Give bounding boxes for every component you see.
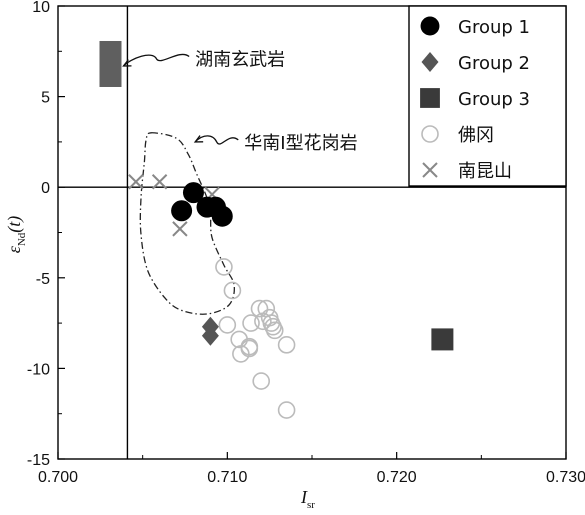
y-tick-label-5: 10 xyxy=(32,0,50,16)
y-axis-title-sub: Nd xyxy=(16,232,28,246)
point-series3-1 xyxy=(223,281,242,300)
legend-label-0: Group 1 xyxy=(458,17,530,38)
point-series3-6 xyxy=(240,339,259,358)
legend-label-4: 南昆山 xyxy=(458,161,512,182)
point-series0-1 xyxy=(182,182,204,204)
x-tick-label-1: 0.710 xyxy=(207,469,247,486)
y-tick-label-0: -15 xyxy=(27,452,50,469)
y-tick-label-1: -10 xyxy=(27,361,50,378)
data-points-layer xyxy=(99,40,454,419)
x-axis-title-sub: sr xyxy=(307,499,315,511)
region-outline xyxy=(139,132,235,315)
y-tick-label-2: -5 xyxy=(36,271,50,288)
point-series0-0 xyxy=(171,200,193,222)
region-layer xyxy=(139,132,235,315)
point-series3-16 xyxy=(277,336,296,354)
annotation-arrowhead-1 xyxy=(193,135,204,143)
legend-marker-2 xyxy=(420,88,440,108)
legend-label-2: Group 3 xyxy=(458,89,530,110)
point-series4-2-stroke-b xyxy=(172,221,188,237)
legend-label-3: 佛冈 xyxy=(458,125,494,146)
point-series3-8 xyxy=(250,299,269,318)
point-series4-2 xyxy=(172,221,188,237)
point-series3-15 xyxy=(252,372,271,390)
annotation-label-0: 湖南玄武岩 xyxy=(195,50,285,71)
legend-marker-4-stroke-b xyxy=(422,162,438,178)
annotation-arrowhead-0 xyxy=(122,59,132,67)
legend-marker-0 xyxy=(420,16,440,36)
point-series4-1-stroke-b xyxy=(151,174,168,190)
point-series2-1 xyxy=(431,328,454,351)
point-series2-0 xyxy=(99,40,122,87)
legend-label-1: Group 2 xyxy=(458,53,530,74)
y-tick-label-4: 5 xyxy=(41,90,50,107)
point-series0-4 xyxy=(211,205,233,227)
axes-layer: 0.700 0.710 0.720 0.730 -15 -10 -5 0 5 10 Isr εNd(t… xyxy=(4,0,585,511)
legend-marker-4 xyxy=(422,162,438,178)
point-series3-14 xyxy=(264,317,282,336)
point-series4-0-stroke-b xyxy=(128,174,144,190)
annotation-leader-1 xyxy=(194,135,239,145)
y-axis-title: εNd(t) xyxy=(4,216,28,254)
point-series4-0 xyxy=(128,174,144,190)
point-series3-7 xyxy=(242,314,260,332)
point-series4-1 xyxy=(151,174,168,190)
x-tick-label-3: 0.730 xyxy=(546,469,585,486)
y-axis-title-tail: (t) xyxy=(4,216,25,233)
point-series3-17 xyxy=(277,401,296,419)
annotation-leader-0 xyxy=(123,53,190,67)
legend-marker-1 xyxy=(421,52,439,72)
y-axis-title-main: ε xyxy=(4,245,24,253)
annotation-label-1: 华南I型花岗岩 xyxy=(244,133,357,154)
x-tick-label-2: 0.720 xyxy=(377,469,417,486)
y-tick-label-3: 0 xyxy=(41,180,50,197)
legend-marker-3 xyxy=(421,125,439,143)
x-tick-label-0: 0.700 xyxy=(38,469,78,486)
x-axis-title-main: I xyxy=(300,487,308,507)
x-axis-title: Isr xyxy=(300,487,315,511)
point-series1-1 xyxy=(201,325,219,346)
point-series3-0 xyxy=(215,258,233,276)
point-series3-2 xyxy=(218,316,237,334)
